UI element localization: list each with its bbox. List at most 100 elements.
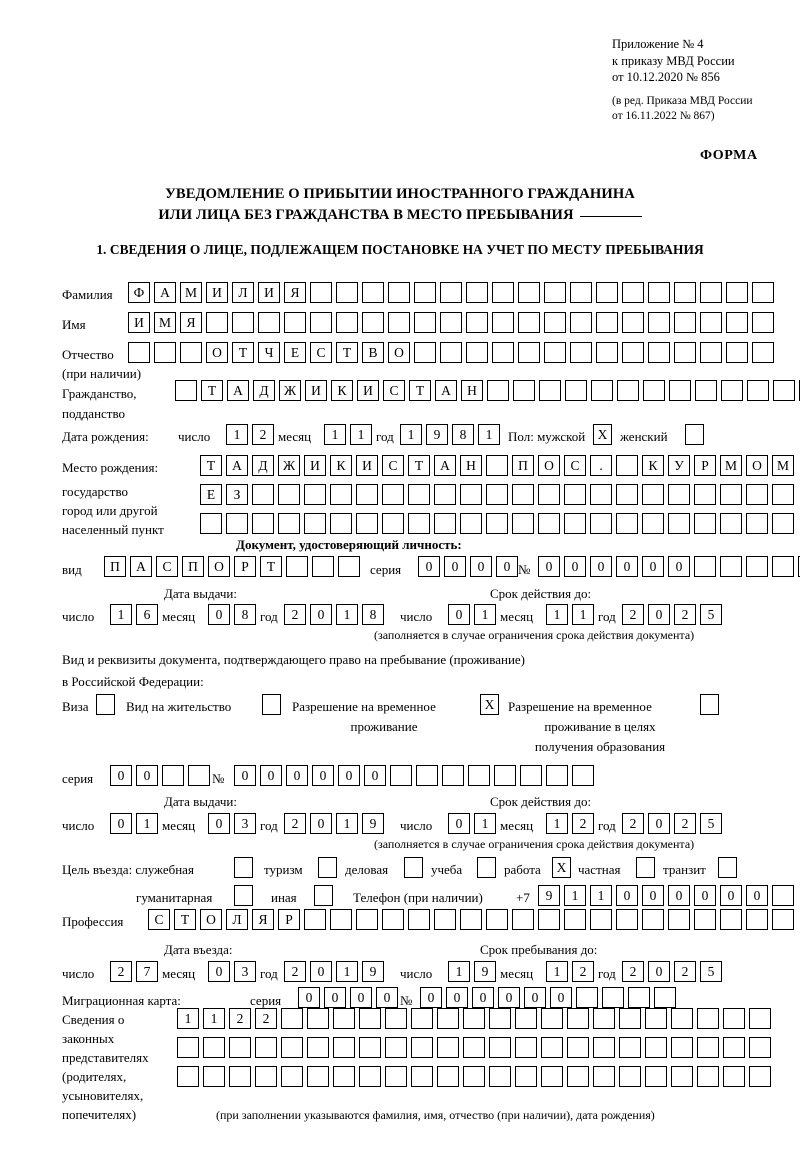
birthplace-2-cell[interactable]: З	[226, 484, 248, 505]
birthplace-3-cell[interactable]	[538, 513, 560, 534]
firstname-cell[interactable]	[440, 312, 462, 333]
permit-valid-day-cell[interactable]: 0	[448, 813, 470, 834]
reps-1-cell[interactable]	[671, 1008, 693, 1029]
permit-valid-day-cell[interactable]: 1	[474, 813, 496, 834]
phone-cell[interactable]: 1	[564, 885, 586, 906]
patronymic-cell[interactable]	[414, 342, 436, 363]
profession-cell[interactable]	[486, 909, 508, 930]
birthplace-2-cell[interactable]	[356, 484, 378, 505]
citizenship-cell[interactable]: Т	[201, 380, 223, 401]
permit-number-cell[interactable]: 0	[312, 765, 334, 786]
purpose-study-checkbox[interactable]	[477, 857, 496, 878]
permit-number-cell[interactable]: 0	[364, 765, 386, 786]
profession-cell[interactable]	[694, 909, 716, 930]
birthplace-3-cell[interactable]	[772, 513, 794, 534]
doc-number-cell[interactable]	[694, 556, 716, 577]
profession-cell[interactable]	[304, 909, 326, 930]
card-number-cell[interactable]: 0	[550, 987, 572, 1008]
doc-kind-cell[interactable]	[338, 556, 360, 577]
doc-issue-year-cell[interactable]: 1	[336, 604, 358, 625]
profession-cell[interactable]: С	[148, 909, 170, 930]
reps-1-cell[interactable]	[385, 1008, 407, 1029]
birthplace-3-cell[interactable]	[590, 513, 612, 534]
purpose-transit-checkbox[interactable]	[718, 857, 737, 878]
permit-number-cell[interactable]: 0	[338, 765, 360, 786]
birthplace-3-cell[interactable]	[330, 513, 352, 534]
birthplace-3-cell[interactable]	[304, 513, 326, 534]
permit-issue-year-cell[interactable]: 1	[336, 813, 358, 834]
purpose-private-checkbox[interactable]	[636, 857, 655, 878]
reps-3-cell[interactable]	[749, 1066, 771, 1087]
birthplace-1-cell[interactable]: О	[746, 455, 768, 476]
reps-1-cell[interactable]	[645, 1008, 667, 1029]
doc-number-cell[interactable]	[720, 556, 742, 577]
patronymic-cell[interactable]	[492, 342, 514, 363]
firstname-cell[interactable]	[336, 312, 358, 333]
card-series-cell[interactable]: 0	[350, 987, 372, 1008]
reps-2-cell[interactable]	[203, 1037, 225, 1058]
birthplace-2-cell[interactable]	[720, 484, 742, 505]
reps-1-cell[interactable]	[749, 1008, 771, 1029]
temporary-residence-education-checkbox[interactable]	[700, 694, 719, 715]
phone-cell[interactable]: 0	[642, 885, 664, 906]
reps-1-cell[interactable]	[541, 1008, 563, 1029]
doc-number-cell[interactable]: 0	[590, 556, 612, 577]
reps-1-cell[interactable]	[723, 1008, 745, 1029]
profession-cell[interactable]	[564, 909, 586, 930]
entry-year-cell[interactable]: 0	[310, 961, 332, 982]
permit-valid-year-cell[interactable]: 5	[700, 813, 722, 834]
surname-cell[interactable]	[544, 282, 566, 303]
surname-cell[interactable]: Л	[232, 282, 254, 303]
reps-3-cell[interactable]	[697, 1066, 719, 1087]
profession-cell[interactable]	[408, 909, 430, 930]
firstname-cell[interactable]	[206, 312, 228, 333]
citizenship-cell[interactable]: А	[435, 380, 457, 401]
patronymic-cell[interactable]	[596, 342, 618, 363]
birthplace-2-cell[interactable]	[512, 484, 534, 505]
stay-year-cell[interactable]: 2	[674, 961, 696, 982]
reps-2-cell[interactable]	[385, 1037, 407, 1058]
firstname-cell[interactable]	[492, 312, 514, 333]
temporary-residence-checkbox[interactable]: X	[480, 694, 499, 715]
card-number-cell[interactable]: 0	[420, 987, 442, 1008]
permit-number-cell[interactable]	[416, 765, 438, 786]
reps-3-cell[interactable]	[567, 1066, 589, 1087]
birthplace-1-cell[interactable]: П	[512, 455, 534, 476]
card-number-cell[interactable]: 0	[446, 987, 468, 1008]
birthplace-2-cell[interactable]	[694, 484, 716, 505]
profession-cell[interactable]	[772, 909, 794, 930]
patronymic-cell[interactable]	[440, 342, 462, 363]
profession-cell[interactable]	[538, 909, 560, 930]
reps-3-cell[interactable]	[359, 1066, 381, 1087]
patronymic-cell[interactable]	[180, 342, 202, 363]
permit-number-cell[interactable]	[468, 765, 490, 786]
profession-cell[interactable]: Т	[174, 909, 196, 930]
reps-1-cell[interactable]	[619, 1008, 641, 1029]
profession-cell[interactable]	[434, 909, 456, 930]
birthplace-3-cell[interactable]	[200, 513, 222, 534]
doc-valid-year-cell[interactable]: 2	[622, 604, 644, 625]
reps-3-cell[interactable]	[645, 1066, 667, 1087]
birthplace-3-cell[interactable]	[694, 513, 716, 534]
reps-1-cell[interactable]	[515, 1008, 537, 1029]
reps-2-cell[interactable]	[255, 1037, 277, 1058]
patronymic-cell[interactable]: Ч	[258, 342, 280, 363]
birthplace-2-cell[interactable]	[278, 484, 300, 505]
patronymic-cell[interactable]	[518, 342, 540, 363]
residence-permit-checkbox[interactable]	[262, 694, 281, 715]
reps-1-cell[interactable]	[359, 1008, 381, 1029]
permit-issue-month-cell[interactable]: 3	[234, 813, 256, 834]
profession-cell[interactable]: Р	[278, 909, 300, 930]
birthplace-1-cell[interactable]: Ж	[278, 455, 300, 476]
entry-year-cell[interactable]: 9	[362, 961, 384, 982]
citizenship-cell[interactable]	[721, 380, 743, 401]
